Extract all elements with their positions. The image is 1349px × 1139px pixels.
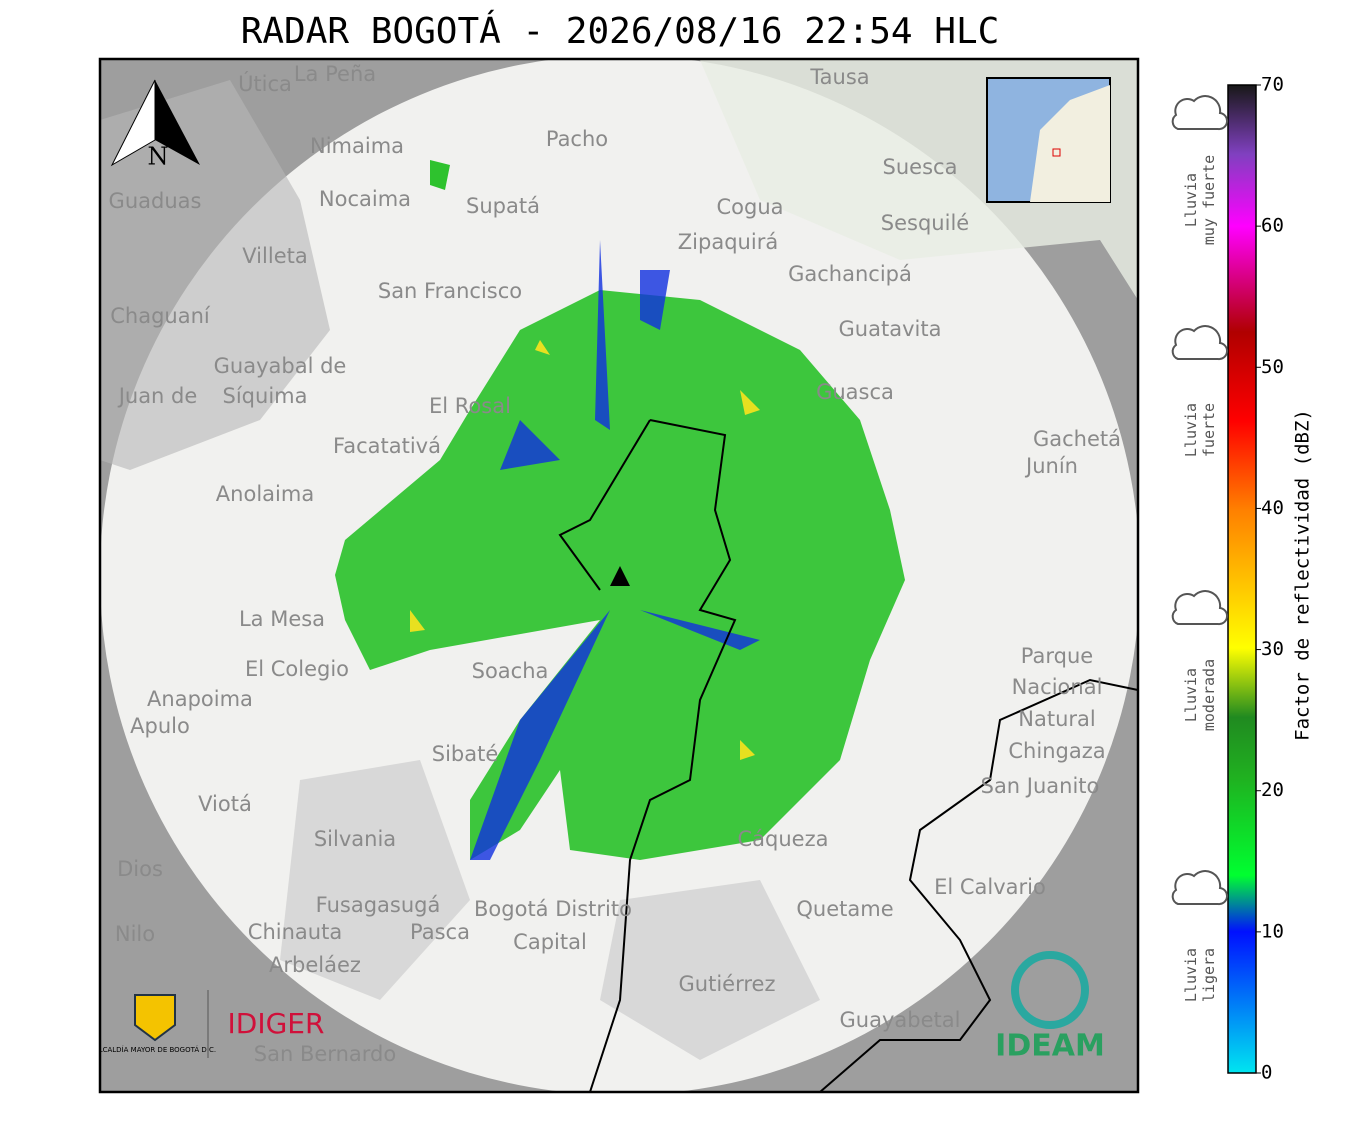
place-label: Villeta [242,244,307,268]
rain-icon [1171,95,1229,131]
place-label: Facatativá [333,434,441,458]
colorbar-axis: 0 10 20 30 40 50 60 70 [1256,74,1284,1084]
terrain [600,880,820,1060]
rain-icon [1171,870,1229,906]
place-label: Guatavita [839,317,942,341]
radar-site [610,566,630,586]
colorbar-tick-label: 30 [1261,638,1284,660]
place-label: Chinauta [248,920,342,944]
terrain [100,80,330,470]
place-label: San Francisco [378,279,522,303]
place-label: Arbeláez [269,953,361,977]
place-label: Sibaté [432,742,499,766]
place-label: Apulo [130,714,190,738]
place-label: Zipaquirá [678,230,778,254]
ideam: IDEAM [995,1029,1105,1064]
place-label: Gachetá [1033,427,1121,451]
place-label: Gachancipá [788,262,912,286]
place-label: Fusagasugá [316,893,441,917]
place-label: Nimaima [310,134,404,158]
place-label: Parque [1021,644,1093,668]
place-label: Silvania [314,827,396,851]
inset-marker [1052,148,1061,157]
place-label: El Calvario [934,875,1046,899]
colorbar-tick-label: 0 [1261,1062,1272,1084]
rain-category: fuerte [1200,403,1218,457]
rain-category: Lluvia [1182,948,1200,1002]
idiger: IDIGER [228,1007,325,1040]
place-label: Síquima [223,384,308,408]
colorbar-tick-label: 60 [1261,215,1284,237]
north-arrow [155,80,200,165]
terrain [280,760,470,1000]
place-label: Guayabal de [214,354,347,378]
place-label: Natural [1018,707,1095,731]
place-label: Guayabetal [840,1008,961,1032]
rain-icon [1171,590,1229,626]
place-label: San Bernardo [254,1042,396,1066]
radar-echo [430,160,450,190]
place-label: Anolaima [216,482,314,506]
place-label: Sesquilé [881,211,969,235]
place-label: Junín [1024,454,1078,478]
place-label: El Rosal [429,394,511,418]
place-label: Nocaima [319,187,411,211]
rain-category: ligera [1200,948,1218,1002]
place-label: Quetame [796,897,893,921]
rain-category: Lluvia [1182,668,1200,722]
colorbar-tick-label: 70 [1261,74,1284,96]
place-label: El Colegio [245,657,349,681]
place-label: San Juanito [981,774,1100,798]
radar-echo [470,240,760,860]
place-label: Chaguaní [110,304,211,328]
inset-land [1030,85,1110,202]
colorbar-tick-label: 20 [1261,779,1284,801]
place-label: Chingaza [1008,739,1105,763]
place-label: Viotá [198,792,252,816]
rain-category: Lluvia [1182,173,1200,227]
place-label: Pasca [410,920,470,944]
north-label: N [148,143,169,171]
map-frame [98,57,1140,1094]
alcaldia: ALCALDÍA MAYOR DE BOGOTÁ D.C. [94,1045,216,1054]
place-label: Nilo [115,922,155,946]
ideam-logo [1011,951,1089,1029]
colorbar [1227,84,1257,1074]
place-label: La Peña [294,62,376,86]
place-label: Nacional [1012,675,1103,699]
colorbar-tick-label: 50 [1261,356,1284,378]
place-label: La Mesa [239,607,325,631]
place-label: Supatá [466,194,540,218]
place-label: Juan de [117,384,198,408]
title: RADAR BOGOTÁ - 2026/08/16 22:54 HLC [241,10,1000,52]
place-label: Cáqueza [738,827,829,851]
place-label: Tausa [809,65,869,89]
place-label: Anapoima [147,687,253,711]
colorbar-tick-label: 40 [1261,497,1284,519]
boundary [558,419,1138,1092]
place-label: Cogua [716,195,783,219]
place-label: Soacha [472,659,549,683]
place-label: Gutiérrez [679,972,776,996]
colorbar-label: Factor de reflectividad (dBZ) [1292,409,1314,741]
place-label: Guasca [816,380,894,404]
coat-of-arms [134,994,176,1042]
place-label: Pacho [546,127,608,151]
place-label: Guaduas [109,189,202,213]
rain-icon [1171,325,1229,361]
place-label: Suesca [883,155,958,179]
rain-category: muy fuerte [1200,155,1218,245]
rain-category: Lluvia [1182,403,1200,457]
colorbar-tick-label: 10 [1261,920,1284,942]
north-arrow [110,79,156,167]
place-label: Bogotá Distrito [474,897,632,921]
place-label: Dios [117,857,163,881]
rain-category: moderada [1200,659,1218,731]
place-label: Capital [513,930,587,954]
place-label: Útica [238,71,292,96]
